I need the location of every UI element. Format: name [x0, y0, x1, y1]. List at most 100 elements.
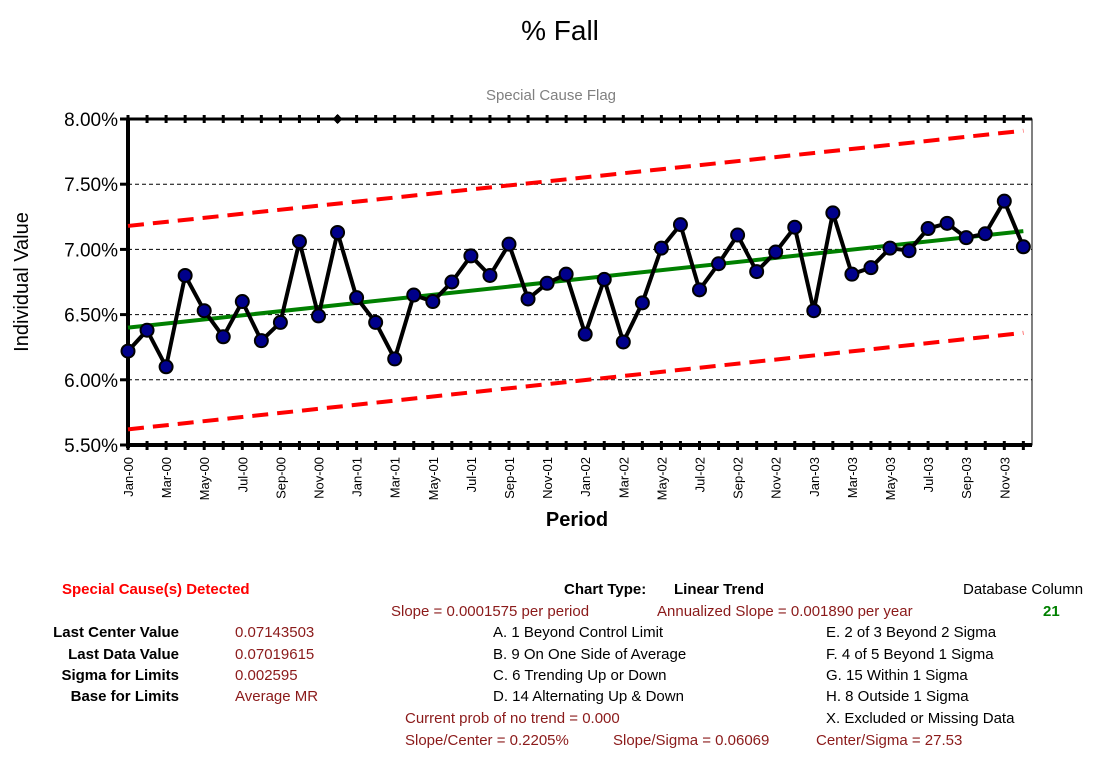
database-column-value: 21	[1043, 603, 1060, 620]
data-point	[958, 230, 974, 246]
data-point	[692, 282, 707, 298]
data-point	[996, 193, 1012, 209]
base-label: Base for Limits	[70, 688, 179, 705]
x-tick-label: Sep-00	[273, 457, 288, 499]
rule-x: X. Excluded or Missing Data	[826, 710, 1015, 727]
x-tick-label: Jan-02	[578, 457, 593, 497]
data-point	[787, 219, 803, 235]
data-point	[215, 329, 231, 345]
data-point	[977, 226, 993, 242]
x-tick-label: Jan-01	[350, 457, 365, 497]
data-point	[520, 291, 536, 307]
data-point	[672, 217, 688, 233]
rule-h: H. 8 Outside 1 Sigma	[826, 688, 969, 705]
data-point	[749, 264, 765, 280]
data-point	[806, 303, 822, 319]
x-tick-label: May-03	[883, 457, 898, 500]
x-tick-label: Jan-00	[121, 457, 136, 497]
upper-control-limit	[127, 128, 1024, 228]
x-tick-label: Mar-03	[845, 457, 860, 498]
special-cause-flag	[332, 114, 343, 124]
y-tick-label: 5.50%	[64, 436, 118, 457]
last-data-label: Last Data Value	[68, 646, 179, 663]
slope-center: Slope/Center = 0.2205%	[405, 732, 569, 749]
data-point	[711, 256, 727, 272]
y-tick-label: 8.00%	[64, 110, 118, 131]
x-tick-label: Jul-02	[693, 457, 708, 492]
last-center-value: 0.07143503	[235, 624, 315, 641]
chart-type-label: Chart Type:	[564, 581, 647, 598]
prob-no-trend: Current prob of no trend = 0.000	[405, 710, 620, 727]
data-point	[444, 274, 460, 290]
x-tick-label: May-01	[426, 457, 441, 500]
x-tick-label: Sep-01	[502, 457, 517, 499]
data-point	[596, 271, 612, 287]
data-point	[272, 314, 288, 330]
sigma-value: 0.002595	[235, 667, 298, 684]
chart-subtitle: Special Cause Flag	[486, 87, 616, 104]
data-point	[253, 333, 269, 349]
x-tick-label: Nov-00	[312, 457, 327, 499]
data-point	[768, 244, 784, 260]
data-point	[482, 267, 498, 283]
data-point	[406, 287, 422, 303]
data-point	[1015, 239, 1031, 255]
data-point	[863, 260, 879, 276]
data-point	[120, 343, 136, 359]
data-point	[234, 294, 250, 310]
y-tick-label: 7.50%	[64, 175, 118, 196]
rule-f: F. 4 of 5 Beyond 1 Sigma	[826, 646, 994, 663]
data-point	[330, 224, 346, 240]
y-tick-label: 7.00%	[64, 240, 118, 261]
y-tick-label: 6.00%	[64, 371, 118, 392]
rule-b: B. 9 On One Side of Average	[493, 646, 687, 663]
slope-sigma: Slope/Sigma = 0.06069	[613, 732, 770, 749]
rule-g: G. 15 Within 1 Sigma	[826, 667, 968, 684]
x-tick-label: Jan-03	[807, 457, 822, 497]
control-chart: % Fall Special Cause Flag Individual Val…	[11, 15, 1033, 531]
data-point	[844, 266, 860, 282]
data-point	[901, 243, 917, 259]
last-data-value: 0.07019615	[235, 646, 315, 663]
x-tick-label: Mar-02	[616, 457, 631, 498]
data-point	[368, 314, 384, 330]
data-point	[177, 267, 193, 283]
data-point	[196, 303, 212, 319]
center-line	[127, 229, 1024, 330]
data-point	[825, 205, 841, 221]
data-point	[653, 240, 669, 256]
x-tick-label: May-00	[197, 457, 212, 500]
data-point	[558, 266, 574, 282]
slope-text: Slope = 0.0001575 per period	[391, 603, 590, 620]
data-point	[730, 227, 746, 243]
plot-frame	[127, 118, 1033, 446]
lower-control-limit	[127, 330, 1024, 432]
chart-type-value: Linear Trend	[674, 581, 765, 598]
x-tick-label: Sep-02	[731, 457, 746, 499]
special-cause-label: Special Cause(s) Detected	[62, 581, 250, 598]
database-column-label: Database Column	[963, 581, 1084, 598]
data-point	[920, 221, 936, 237]
data-point	[387, 351, 403, 367]
rule-e: E. 2 of 3 Beyond 2 Sigma	[826, 624, 997, 641]
x-tick-label: Sep-03	[959, 457, 974, 499]
x-tick-label: Jul-00	[235, 457, 250, 492]
data-point	[463, 248, 479, 264]
x-tick-label: May-02	[654, 457, 669, 500]
annualized-slope-text: Annualized Slope = 0.001890 per year	[657, 603, 913, 620]
x-tick-label: Mar-00	[159, 457, 174, 498]
data-point	[349, 290, 365, 306]
base-value: Average MR	[235, 688, 319, 705]
data-point	[501, 236, 517, 252]
chart-title: % Fall	[521, 15, 599, 46]
data-point	[939, 215, 955, 231]
x-tick-label: Nov-03	[997, 457, 1012, 499]
rule-a: A. 1 Beyond Control Limit	[493, 624, 664, 641]
last-center-label: Last Center Value	[53, 624, 179, 641]
x-tick-label: Nov-02	[769, 457, 784, 499]
center-sigma: Center/Sigma = 27.53	[816, 732, 963, 749]
data-point	[311, 308, 326, 324]
data-point	[577, 326, 593, 342]
data-point	[425, 294, 441, 310]
x-tick-label: Jul-03	[921, 457, 936, 492]
